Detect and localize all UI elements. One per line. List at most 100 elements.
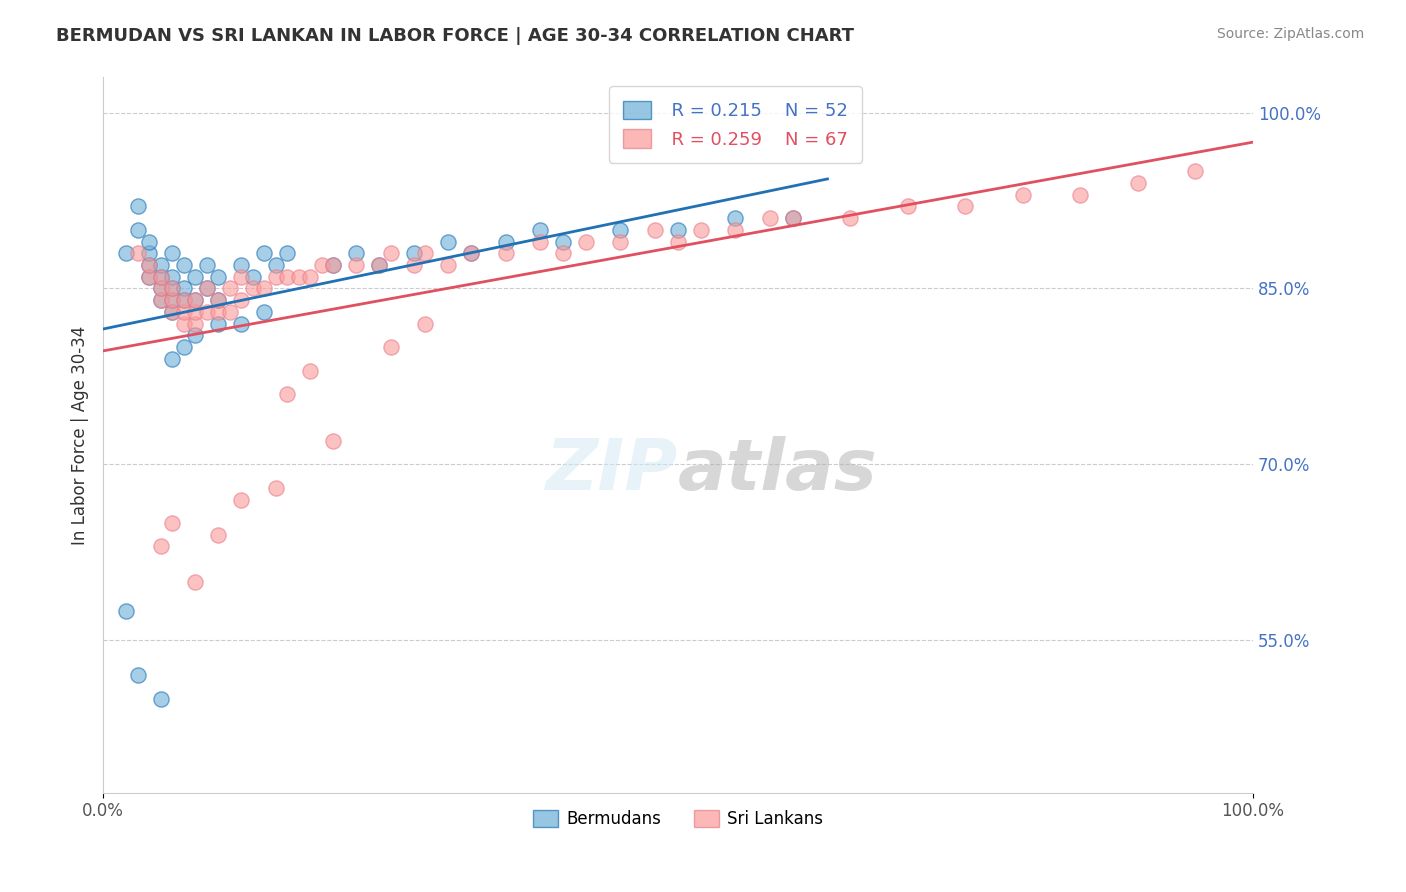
Sri Lankans	[287, 269, 309, 284]
Legend: Bermudans, Sri Lankans: Bermudans, Sri Lankans	[526, 803, 830, 834]
Sri Lankans	[229, 269, 252, 284]
Sri Lankans	[160, 281, 183, 295]
Bermudans	[160, 246, 183, 260]
Bermudans	[127, 668, 149, 682]
Sri Lankans	[322, 258, 344, 272]
Bermudans	[437, 235, 460, 249]
Y-axis label: In Labor Force | Age 30-34: In Labor Force | Age 30-34	[72, 326, 89, 545]
Sri Lankans	[195, 305, 218, 319]
Bermudans	[207, 317, 229, 331]
Bermudans	[160, 281, 183, 295]
Bermudans	[115, 604, 138, 618]
Bermudans	[138, 269, 160, 284]
Sri Lankans	[184, 305, 207, 319]
Text: Source: ZipAtlas.com: Source: ZipAtlas.com	[1216, 27, 1364, 41]
Sri Lankans	[609, 235, 631, 249]
Bermudans	[173, 293, 195, 308]
Sri Lankans	[207, 293, 229, 308]
Bermudans	[253, 305, 276, 319]
Sri Lankans	[380, 340, 402, 354]
Bermudans	[149, 691, 172, 706]
Sri Lankans	[402, 258, 425, 272]
Sri Lankans	[690, 223, 713, 237]
Bermudans	[173, 340, 195, 354]
Bermudans	[127, 223, 149, 237]
Sri Lankans	[229, 293, 252, 308]
Sri Lankans	[551, 246, 574, 260]
Sri Lankans	[184, 293, 207, 308]
Sri Lankans	[184, 317, 207, 331]
Sri Lankans	[149, 269, 172, 284]
Text: atlas: atlas	[678, 436, 877, 505]
Sri Lankans	[138, 258, 160, 272]
Bermudans	[402, 246, 425, 260]
Sri Lankans	[299, 363, 322, 377]
Sri Lankans	[276, 269, 298, 284]
Bermudans	[173, 258, 195, 272]
Sri Lankans	[173, 293, 195, 308]
Sri Lankans	[644, 223, 666, 237]
Bermudans	[344, 246, 367, 260]
Sri Lankans	[229, 492, 252, 507]
Bermudans	[207, 269, 229, 284]
Sri Lankans	[1126, 176, 1149, 190]
Bermudans	[127, 199, 149, 213]
Sri Lankans	[149, 540, 172, 554]
Sri Lankans	[160, 293, 183, 308]
Sri Lankans	[575, 235, 598, 249]
Bermudans	[160, 351, 183, 366]
Sri Lankans	[782, 211, 804, 226]
Bermudans	[160, 293, 183, 308]
Sri Lankans	[264, 481, 287, 495]
Bermudans	[149, 258, 172, 272]
Bermudans	[229, 317, 252, 331]
Sri Lankans	[184, 574, 207, 589]
Bermudans	[138, 258, 160, 272]
Sri Lankans	[149, 293, 172, 308]
Bermudans	[160, 305, 183, 319]
Bermudans	[264, 258, 287, 272]
Sri Lankans	[299, 269, 322, 284]
Sri Lankans	[460, 246, 482, 260]
Bermudans	[149, 281, 172, 295]
Sri Lankans	[413, 317, 436, 331]
Bermudans	[195, 258, 218, 272]
Bermudans	[149, 269, 172, 284]
Sri Lankans	[1069, 187, 1091, 202]
Sri Lankans	[495, 246, 517, 260]
Bermudans	[149, 293, 172, 308]
Bermudans	[138, 246, 160, 260]
Bermudans	[242, 269, 264, 284]
Sri Lankans	[311, 258, 333, 272]
Sri Lankans	[839, 211, 862, 226]
Bermudans	[184, 293, 207, 308]
Sri Lankans	[173, 305, 195, 319]
Sri Lankans	[242, 281, 264, 295]
Bermudans	[322, 258, 344, 272]
Bermudans	[138, 235, 160, 249]
Sri Lankans	[195, 281, 218, 295]
Bermudans	[207, 293, 229, 308]
Sri Lankans	[173, 317, 195, 331]
Bermudans	[666, 223, 689, 237]
Sri Lankans	[138, 269, 160, 284]
Sri Lankans	[437, 258, 460, 272]
Sri Lankans	[955, 199, 977, 213]
Bermudans	[724, 211, 747, 226]
Sri Lankans	[264, 269, 287, 284]
Sri Lankans	[897, 199, 920, 213]
Text: ZIP: ZIP	[546, 436, 678, 505]
Sri Lankans	[207, 527, 229, 541]
Sri Lankans	[253, 281, 276, 295]
Sri Lankans	[1184, 164, 1206, 178]
Sri Lankans	[160, 516, 183, 530]
Bermudans	[195, 281, 218, 295]
Sri Lankans	[529, 235, 551, 249]
Sri Lankans	[149, 281, 172, 295]
Sri Lankans	[666, 235, 689, 249]
Sri Lankans	[724, 223, 747, 237]
Bermudans	[115, 246, 138, 260]
Sri Lankans	[276, 387, 298, 401]
Bermudans	[551, 235, 574, 249]
Sri Lankans	[322, 434, 344, 448]
